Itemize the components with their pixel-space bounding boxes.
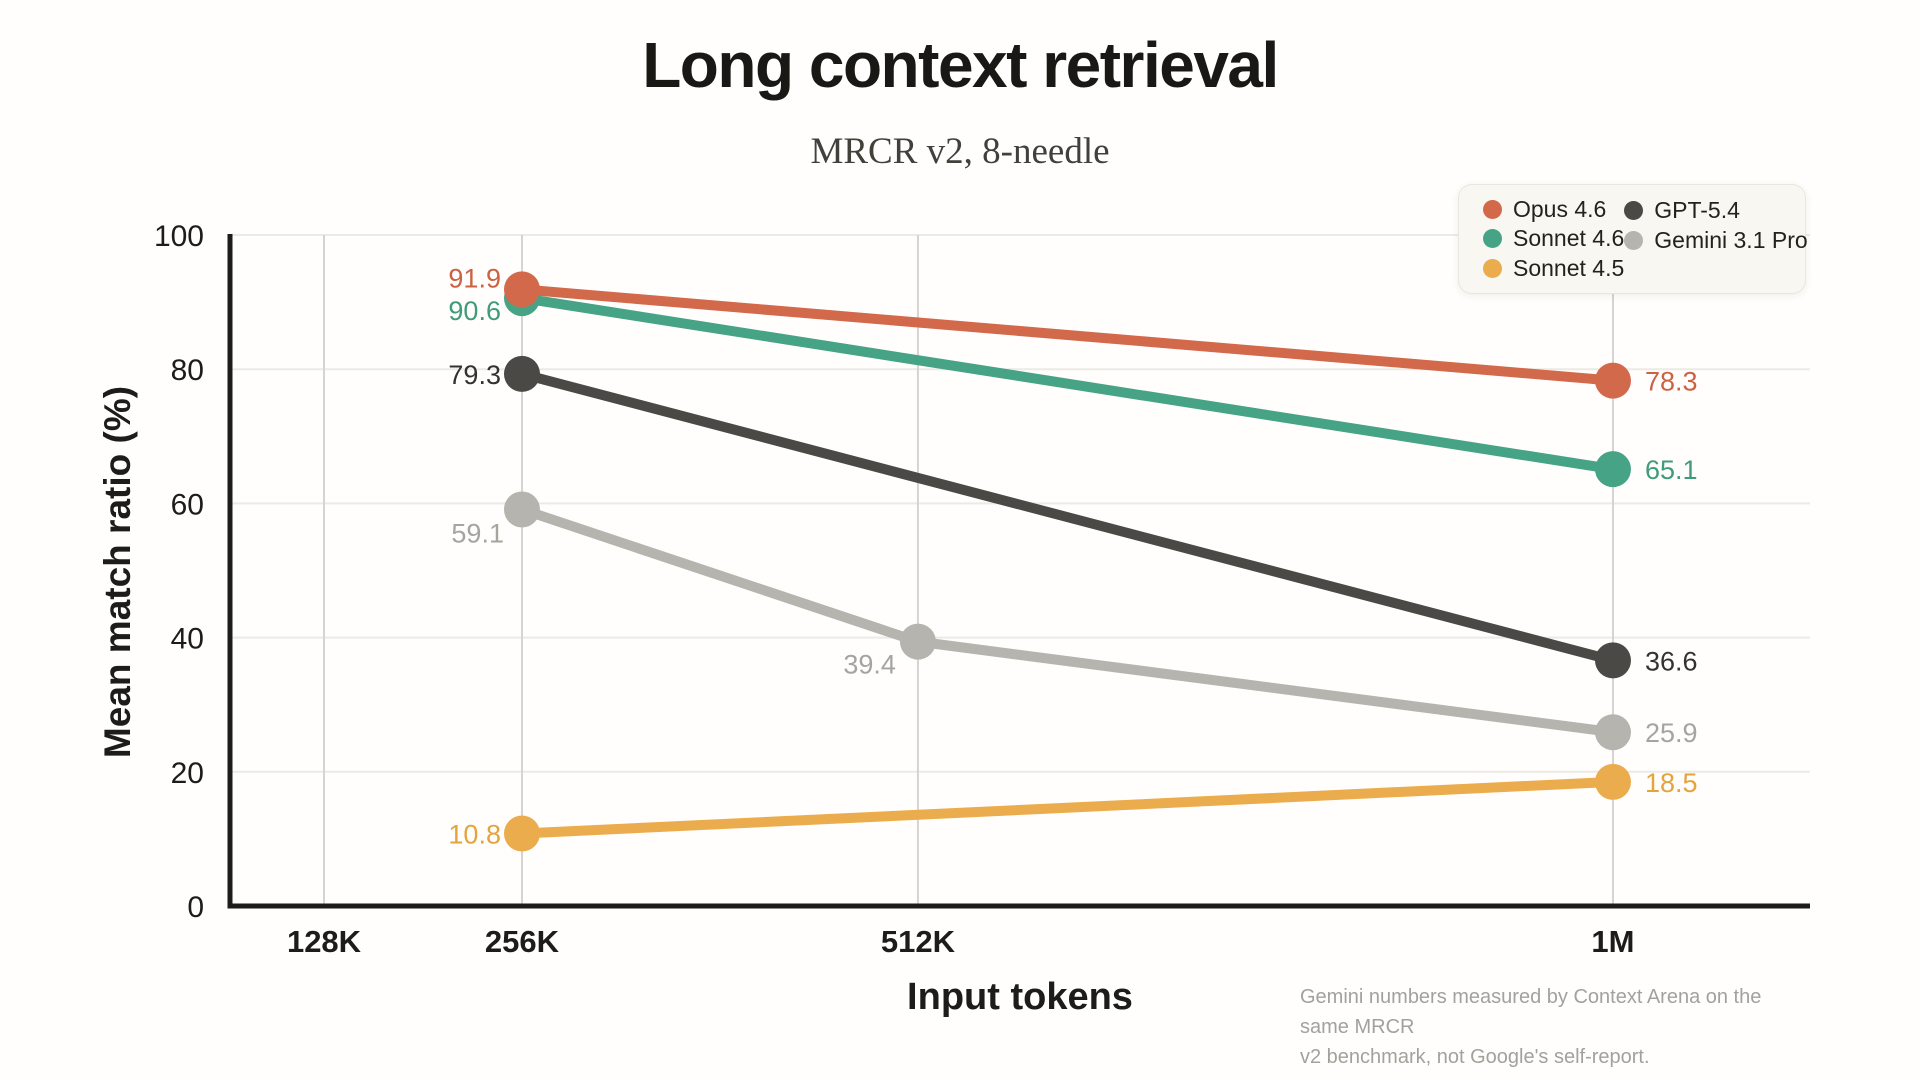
chart-title: Long context retrieval [642, 29, 1279, 101]
data-point-label-sonnet-4-5-1m: 18.5 [1645, 768, 1698, 798]
data-point-sonnet-4-6-1m [1594, 451, 1631, 488]
footnote-line-2: v2 benchmark, not Google's self-report. [1300, 1046, 1650, 1068]
data-point-gemini-3-1-pro-512k [899, 623, 936, 660]
x-tick-label-1m: 1M [1591, 924, 1634, 959]
data-point-label-gemini-3-1-pro-512k: 39.4 [843, 650, 896, 680]
data-point-label-gemini-3-1-pro-1m: 25.9 [1645, 718, 1698, 748]
data-point-opus-4-6-1m [1594, 362, 1631, 399]
y-tick-label-20: 20 [171, 757, 204, 790]
data-point-sonnet-4-5-256k [503, 815, 540, 852]
x-axis-title: Input tokens [907, 976, 1133, 1018]
legend-label-sonnet-4-6: Sonnet 4.6 [1513, 225, 1625, 252]
footnote-line-1: Gemini numbers measured by Context Arena… [1300, 986, 1762, 1038]
x-tick-label-512k: 512K [881, 924, 956, 959]
legend-column: Opus 4.6 Sonnet 4.6 Sonnet 4.5 [1483, 195, 1624, 283]
legend-item-sonnet-4-5: Sonnet 4.5 [1483, 254, 1624, 283]
legend-label-opus-4-6: Opus 4.6 [1513, 196, 1607, 223]
legend-item-gemini-3-1-pro: Gemini 3.1 Pro [1624, 225, 1808, 255]
y-tick-label-100: 100 [154, 220, 204, 253]
series-line-gpt-5-4 [516, 368, 1618, 666]
legend-label-gpt-5-4: GPT-5.4 [1654, 196, 1740, 223]
data-point-opus-4-6-256k [503, 271, 540, 308]
data-point-label-opus-4-6-256k: 91.9 [448, 263, 501, 293]
legend-item-gpt-5-4: GPT-5.4 [1624, 195, 1807, 225]
data-point-label-gemini-3-1-pro-256k: 59.1 [451, 518, 504, 548]
legend-item-opus-4-6: Opus 4.6 [1483, 195, 1624, 224]
legend-label-sonnet-4-5: Sonnet 4.5 [1513, 254, 1625, 281]
y-tick-label-60: 60 [171, 488, 204, 521]
data-point-label-sonnet-4-6-1m: 65.1 [1645, 455, 1698, 485]
chart-subtitle: MRCR v2, 8-needle [810, 131, 1110, 172]
data-point-gemini-3-1-pro-1m [1594, 714, 1631, 751]
x-tick-label-128k: 128K [287, 924, 362, 959]
data-point-gpt-5-4-256k [503, 355, 540, 392]
legend-dot-sonnet-4-5 [1483, 258, 1502, 278]
y-tick-label-40: 40 [171, 623, 204, 656]
footnote: Gemini numbers measured by Context Arena… [1300, 982, 1780, 1072]
data-point-gemini-3-1-pro-256k [503, 491, 540, 528]
data-point-label-sonnet-4-6-256k: 90.6 [448, 296, 501, 326]
data-point-gpt-5-4-1m [1594, 642, 1631, 679]
legend-dot-gemini-3-1-pro [1624, 230, 1644, 250]
series-line-sonnet-4-6 [516, 293, 1618, 475]
data-point-label-gpt-5-4-256k: 79.3 [448, 360, 501, 390]
data-point-label-opus-4-6-1m: 78.3 [1645, 367, 1698, 397]
data-point-label-gpt-5-4-1m: 36.6 [1645, 646, 1698, 676]
legend-dot-sonnet-4-6 [1483, 229, 1502, 249]
x-tick-label-256k: 256K [485, 924, 560, 959]
y-tick-label-80: 80 [171, 354, 204, 387]
legend-item-sonnet-4-6: Sonnet 4.6 [1483, 224, 1624, 253]
series-line-sonnet-4-5 [516, 776, 1618, 839]
legend-label-gemini-3-1-pro: Gemini 3.1 Pro [1654, 226, 1808, 253]
legend: Opus 4.6 Sonnet 4.6 Sonnet 4.5 GPT-5.4 Gemin… [1458, 184, 1808, 294]
data-point-label-sonnet-4-5-256k: 10.8 [448, 820, 501, 850]
legend-dot-gpt-5-4 [1624, 200, 1644, 220]
series-line-opus-4-6 [516, 284, 1618, 386]
data-point-sonnet-4-5-1m [1594, 763, 1631, 800]
y-tick-label-0: 0 [187, 891, 204, 924]
y-axis-title: Mean match ratio (%) [97, 385, 138, 759]
legend-dot-opus-4-6 [1483, 200, 1502, 220]
legend-column: GPT-5.4 Gemini 3.1 Pro [1624, 195, 1808, 283]
